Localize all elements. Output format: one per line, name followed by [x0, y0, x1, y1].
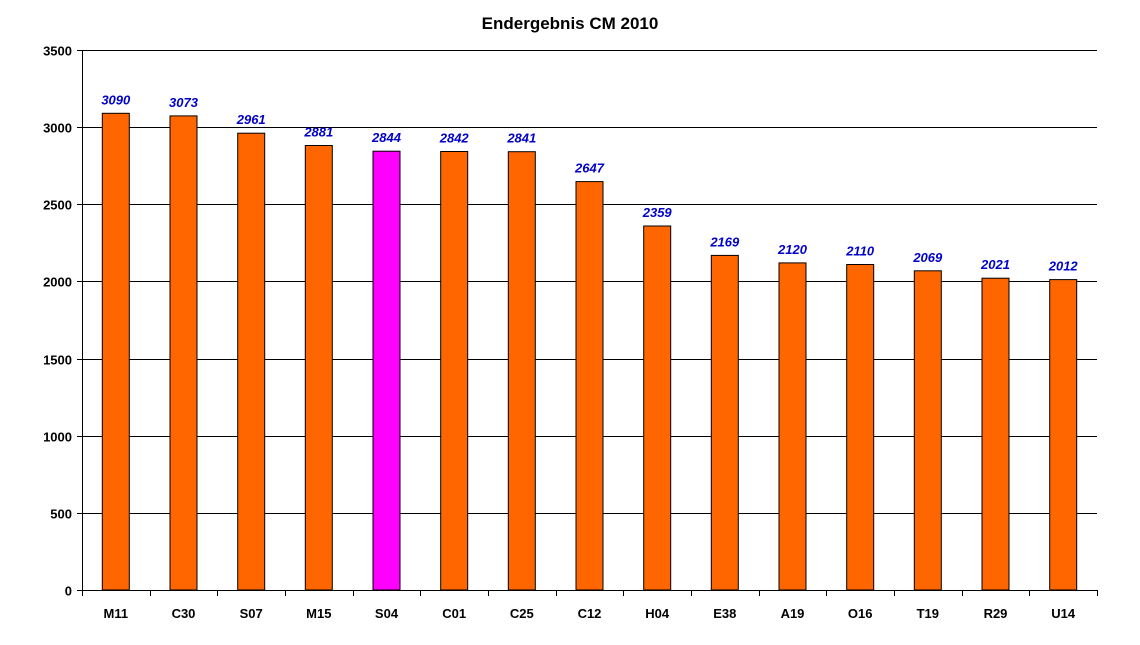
data-label: 2069 [912, 250, 943, 265]
x-tick-label: C25 [510, 606, 534, 621]
bar-c01 [440, 151, 469, 591]
data-label: 2120 [777, 242, 808, 257]
x-tick-label: C12 [578, 606, 602, 621]
x-tick-label: O16 [848, 606, 873, 621]
bar-u14 [1049, 279, 1078, 591]
x-tick-label: C30 [172, 606, 196, 621]
data-label: 2881 [303, 125, 333, 140]
data-label: 3090 [101, 92, 131, 107]
x-tick-label: S04 [375, 606, 399, 621]
x-tick-label: T19 [917, 606, 939, 621]
y-tick-label: 2500 [43, 198, 72, 213]
data-label: 2647 [574, 161, 605, 176]
y-tick-label: 2000 [43, 275, 72, 290]
bar-c12 [575, 181, 604, 591]
bar-r29 [981, 277, 1010, 591]
data-label: 2359 [642, 205, 673, 220]
x-tick-label: C01 [442, 606, 466, 621]
x-tick-label: E38 [713, 606, 736, 621]
data-label: 2012 [1048, 259, 1079, 274]
bar-o16 [846, 264, 875, 591]
y-tick-label: 1000 [43, 430, 72, 445]
bar-m11 [101, 112, 130, 591]
data-label: 2844 [371, 130, 402, 145]
bar-s04 [372, 150, 401, 591]
data-label: 2169 [709, 234, 740, 249]
data-label: 2961 [236, 112, 266, 127]
data-label: 3073 [169, 95, 199, 110]
bar-a19 [778, 262, 807, 591]
data-label: 2021 [980, 257, 1010, 272]
y-tick-label: 500 [50, 507, 72, 522]
chart-title: Endergebnis CM 2010 [481, 14, 659, 33]
x-tick-label: R29 [984, 606, 1008, 621]
y-tick-label: 1500 [43, 353, 72, 368]
bar-m15 [304, 145, 333, 591]
bar-t19 [913, 270, 942, 591]
x-tick-label: H04 [645, 606, 670, 621]
x-tick-label: A19 [781, 606, 805, 621]
bar-s07 [237, 132, 266, 591]
labels: 0 500 1000 1500 2000 2500 3000 3500 3090 M11 3073 C… [43, 44, 1078, 622]
x-tick-label: U14 [1051, 606, 1076, 621]
x-tick-label: M15 [306, 606, 331, 621]
x-tick-label: M11 [104, 606, 129, 621]
axes [77, 50, 1098, 596]
y-tick-label: 3500 [43, 44, 72, 59]
x-tick-label: S07 [240, 606, 263, 621]
bar-h04 [643, 225, 672, 591]
bar-c25 [507, 151, 536, 591]
y-tick-label: 3000 [43, 121, 72, 136]
bars [101, 112, 1078, 591]
bar-c30 [169, 115, 198, 591]
y-tick-label: 0 [65, 584, 72, 599]
data-label: 2110 [845, 244, 875, 259]
data-label: 2841 [506, 131, 536, 146]
bar-e38 [710, 254, 739, 591]
data-label: 2842 [439, 131, 470, 146]
